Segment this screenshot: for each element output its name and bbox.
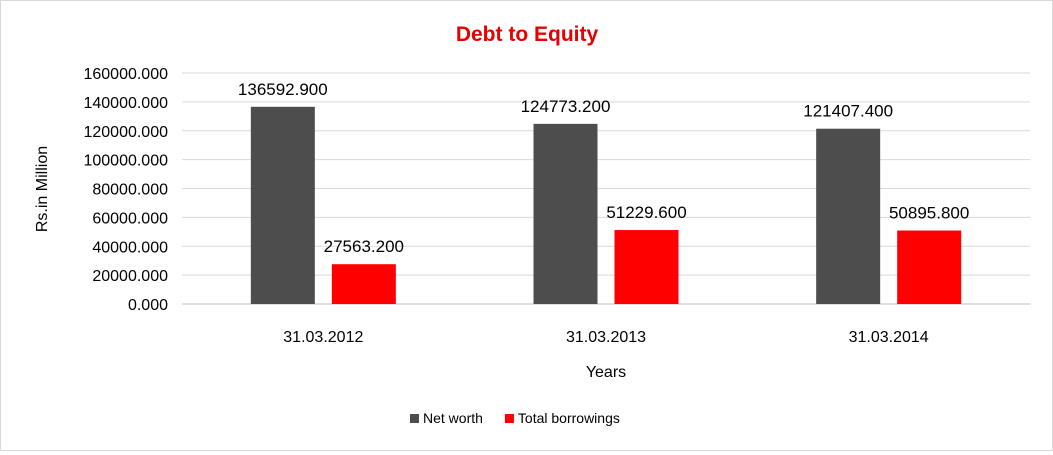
x-axis-ticks: 31.03.2012 31.03.2013 31.03.2014 xyxy=(283,329,929,346)
y-tick-label: 160000.000 xyxy=(83,66,168,83)
legend: Net worth Total borrowings xyxy=(410,410,620,426)
y-tick-label: 140000.000 xyxy=(83,95,168,112)
data-label: 124773.200 xyxy=(521,97,611,116)
x-tick-label: 31.03.2014 xyxy=(849,329,929,346)
legend-swatch xyxy=(504,414,514,423)
x-tick-label: 31.03.2012 xyxy=(283,329,363,346)
data-label: 27563.200 xyxy=(324,237,404,256)
bar xyxy=(250,106,315,304)
data-labels: 136592.900 27563.200 124773.200 51229.600 12… xyxy=(238,80,969,256)
legend-label: Net worth xyxy=(423,410,483,426)
y-tick-label: 80000.000 xyxy=(92,182,168,199)
x-axis-title: Years xyxy=(586,364,626,381)
bar xyxy=(897,230,962,304)
chart-title: Debt to Equity xyxy=(456,23,599,46)
y-tick-label: 20000.000 xyxy=(92,268,168,285)
gridlines xyxy=(182,72,1030,305)
bar xyxy=(614,230,679,304)
y-tick-label: 120000.000 xyxy=(83,124,168,141)
data-label: 136592.900 xyxy=(238,80,328,99)
data-label: 50895.800 xyxy=(889,204,969,223)
x-tick-label: 31.03.2013 xyxy=(566,329,646,346)
bar xyxy=(816,128,881,304)
data-label: 51229.600 xyxy=(606,203,686,222)
y-axis-ticks: 0.000 20000.000 40000.000 60000.000 80000.00… xyxy=(83,66,168,314)
y-tick-label: 60000.000 xyxy=(92,210,168,227)
data-label: 121407.400 xyxy=(803,102,893,121)
y-axis-title: Rs.in Million xyxy=(34,146,51,232)
bar xyxy=(533,123,598,304)
y-tick-label: 100000.000 xyxy=(83,153,168,170)
bar xyxy=(331,264,396,304)
legend-swatch xyxy=(410,414,419,423)
bars xyxy=(250,106,962,304)
y-tick-label: 0.000 xyxy=(128,297,168,314)
legend-label: Total borrowings xyxy=(518,410,620,426)
y-tick-label: 40000.000 xyxy=(92,239,168,256)
